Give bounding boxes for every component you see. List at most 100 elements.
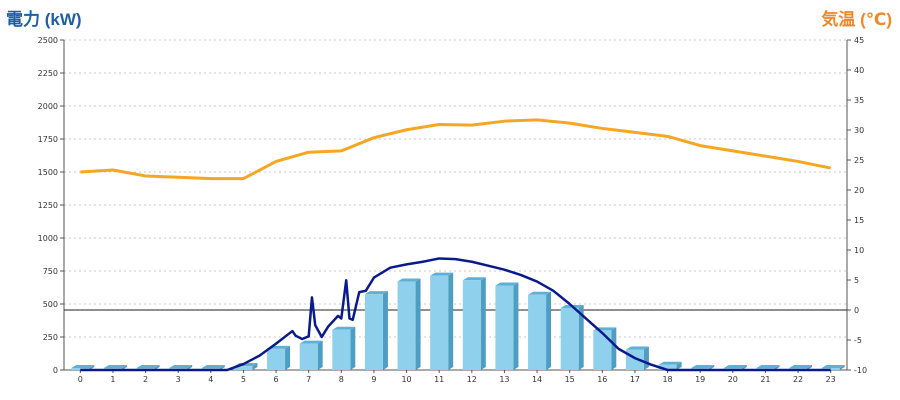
bar-side-18 — [676, 361, 682, 370]
bar-6 — [267, 348, 286, 370]
bar-top-12 — [462, 277, 486, 281]
bar-top-1 — [103, 365, 127, 368]
x-tick-label-23: 23 — [826, 375, 836, 384]
bar-top-23 — [821, 365, 845, 368]
bar-top-20 — [723, 365, 747, 368]
left-tick-label-4: 1000 — [38, 234, 58, 243]
bar-16 — [593, 330, 612, 370]
x-tick-label-16: 16 — [597, 375, 607, 384]
right-tick-label-4: 10 — [854, 246, 864, 255]
bar-side-8 — [350, 326, 356, 370]
bar-7 — [299, 343, 318, 370]
bar-top-11 — [430, 272, 454, 276]
bar-top-17 — [625, 346, 649, 350]
left-tick-label-3: 750 — [43, 267, 58, 276]
right-tick-label-5: 15 — [854, 216, 864, 225]
bar-side-14 — [546, 291, 552, 370]
x-tick-label-22: 22 — [793, 375, 803, 384]
bar-side-11 — [448, 272, 454, 370]
x-tick-label-5: 5 — [241, 375, 246, 384]
bar-top-0 — [71, 365, 95, 368]
bar-top-4 — [201, 365, 225, 368]
bar-11 — [430, 275, 449, 370]
bar-side-5 — [252, 363, 258, 370]
right-tick-label-9: 35 — [854, 96, 864, 105]
x-tick-label-1: 1 — [110, 375, 115, 384]
left-tick-label-10: 2500 — [38, 36, 58, 45]
bar-side-6 — [285, 345, 291, 370]
left-tick-label-5: 1250 — [38, 201, 58, 210]
series-line-0 — [80, 118, 831, 181]
bar-side-12 — [480, 277, 486, 370]
bar-top-2 — [136, 365, 160, 368]
bar-top-19 — [691, 365, 715, 368]
x-tick-label-4: 4 — [208, 375, 213, 384]
bar-side-17 — [643, 346, 649, 370]
x-tick-label-14: 14 — [532, 375, 542, 384]
x-tick-label-3: 3 — [176, 375, 181, 384]
x-tick-label-18: 18 — [662, 375, 672, 384]
bar-top-21 — [756, 365, 780, 368]
bar-top-9 — [364, 291, 388, 295]
bar-side-13 — [513, 282, 519, 370]
left-tick-label-7: 1750 — [38, 135, 58, 144]
bar-side-9 — [382, 291, 388, 370]
right-tick-label-8: 30 — [854, 126, 864, 135]
bar-8 — [332, 329, 351, 370]
bar-side-15 — [578, 304, 584, 370]
right-axis-title: 気温 (℃) — [821, 10, 892, 29]
right-tick-label-11: 45 — [854, 36, 864, 45]
bar-side-16 — [611, 327, 617, 370]
left-tick-label-2: 500 — [43, 300, 58, 309]
right-tick-label-0: -10 — [854, 366, 867, 375]
right-tick-label-6: 20 — [854, 186, 864, 195]
bar-top-10 — [397, 278, 421, 282]
x-tick-label-11: 11 — [434, 375, 444, 384]
left-tick-label-0: 0 — [53, 366, 58, 375]
x-tick-label-12: 12 — [467, 375, 477, 384]
right-tick-label-3: 5 — [854, 276, 859, 285]
x-tick-label-19: 19 — [695, 375, 705, 384]
bar-side-23 — [839, 365, 845, 370]
x-tick-label-7: 7 — [306, 375, 311, 384]
x-tick-label-17: 17 — [630, 375, 640, 384]
left-tick-label-9: 2250 — [38, 69, 58, 78]
bar-14 — [528, 294, 547, 370]
x-tick-label-2: 2 — [143, 375, 148, 384]
bar-top-13 — [495, 282, 519, 286]
bar-top-7 — [299, 340, 323, 344]
x-tick-label-21: 21 — [760, 375, 770, 384]
bar-15 — [560, 307, 579, 370]
bar-side-10 — [415, 278, 421, 370]
x-tick-label-10: 10 — [401, 375, 411, 384]
left-axis-title: 電力 (kW) — [6, 10, 82, 29]
left-tick-label-6: 1500 — [38, 168, 58, 177]
bar-9 — [364, 294, 383, 370]
bar-5 — [234, 366, 253, 370]
bar-top-8 — [332, 326, 356, 330]
x-tick-label-15: 15 — [565, 375, 575, 384]
right-tick-label-2: 0 — [854, 306, 859, 315]
right-tick-label-10: 40 — [854, 66, 864, 75]
series-line-1 — [80, 257, 831, 372]
bar-12 — [462, 280, 481, 370]
bar-10 — [397, 281, 416, 370]
right-tick-label-1: -5 — [854, 336, 862, 345]
x-tick-label-8: 8 — [339, 375, 344, 384]
bar-side-7 — [317, 340, 323, 370]
bar-top-14 — [528, 291, 552, 295]
bar-13 — [495, 285, 514, 370]
bar-top-22 — [789, 365, 813, 368]
bar-top-3 — [169, 365, 193, 368]
bar-top-18 — [658, 361, 682, 365]
x-tick-label-9: 9 — [371, 375, 376, 384]
x-tick-label-6: 6 — [274, 375, 279, 384]
bar-18 — [658, 364, 677, 370]
x-tick-label-0: 0 — [78, 375, 83, 384]
left-tick-label-1: 250 — [43, 333, 58, 342]
left-tick-label-8: 2000 — [38, 102, 58, 111]
x-tick-label-20: 20 — [728, 375, 738, 384]
x-tick-label-13: 13 — [499, 375, 509, 384]
